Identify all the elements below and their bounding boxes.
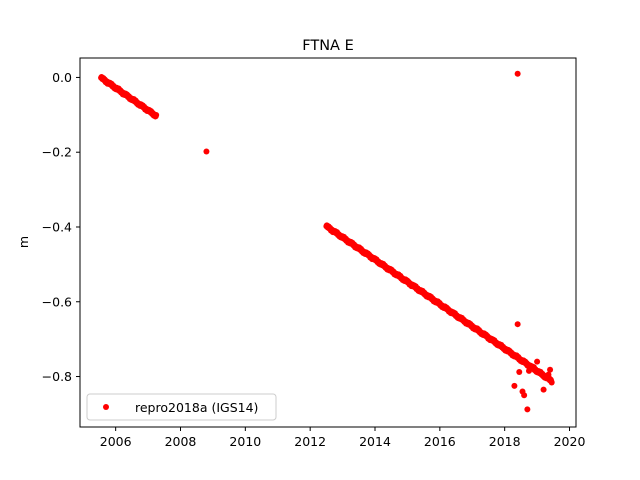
x-tick-label: 2012 [294,434,326,449]
plot-area-frame [79,57,577,428]
data-point [153,112,160,119]
x-tick-label: 2014 [359,434,391,449]
legend-entry-repro2018a: repro2018a (IGS14) [135,400,258,415]
x-axis-ticks: 2006 2008 2010 2012 2014 2016 2018 2020 [100,427,586,449]
data-point [203,148,210,155]
data-point [514,70,521,77]
x-tick-label: 2020 [554,434,586,449]
y-axis-label: m [16,236,31,248]
y-tick-label: −0.6 [42,294,72,309]
y-tick-label: 0.0 [52,70,72,85]
data-point [540,386,547,393]
data-point [530,364,537,371]
data-point [548,379,555,386]
data-point [524,406,531,413]
legend: repro2018a (IGS14) [86,393,277,421]
x-tick-label: 2016 [424,434,456,449]
chart-title: FTNA E [302,38,353,54]
y-tick-label: −0.4 [42,219,72,234]
data-point [514,321,521,328]
data-point [521,392,528,399]
x-tick-label: 2018 [489,434,521,449]
x-tick-label: 2008 [165,434,197,449]
data-point [516,369,523,376]
legend-box [86,393,277,421]
data-points [98,70,555,413]
y-tick-label: −0.8 [42,369,72,384]
data-point [534,358,541,365]
y-axis-ticks: 0.0 −0.2 −0.4 −0.6 −0.8 [42,70,80,384]
data-point [547,366,554,373]
data-point [511,382,518,389]
x-tick-label: 2006 [100,434,132,449]
y-tick-label: −0.2 [42,145,72,160]
x-tick-label: 2010 [229,434,261,449]
legend-marker [103,404,109,410]
data-point [525,367,532,374]
data-point [545,371,552,378]
